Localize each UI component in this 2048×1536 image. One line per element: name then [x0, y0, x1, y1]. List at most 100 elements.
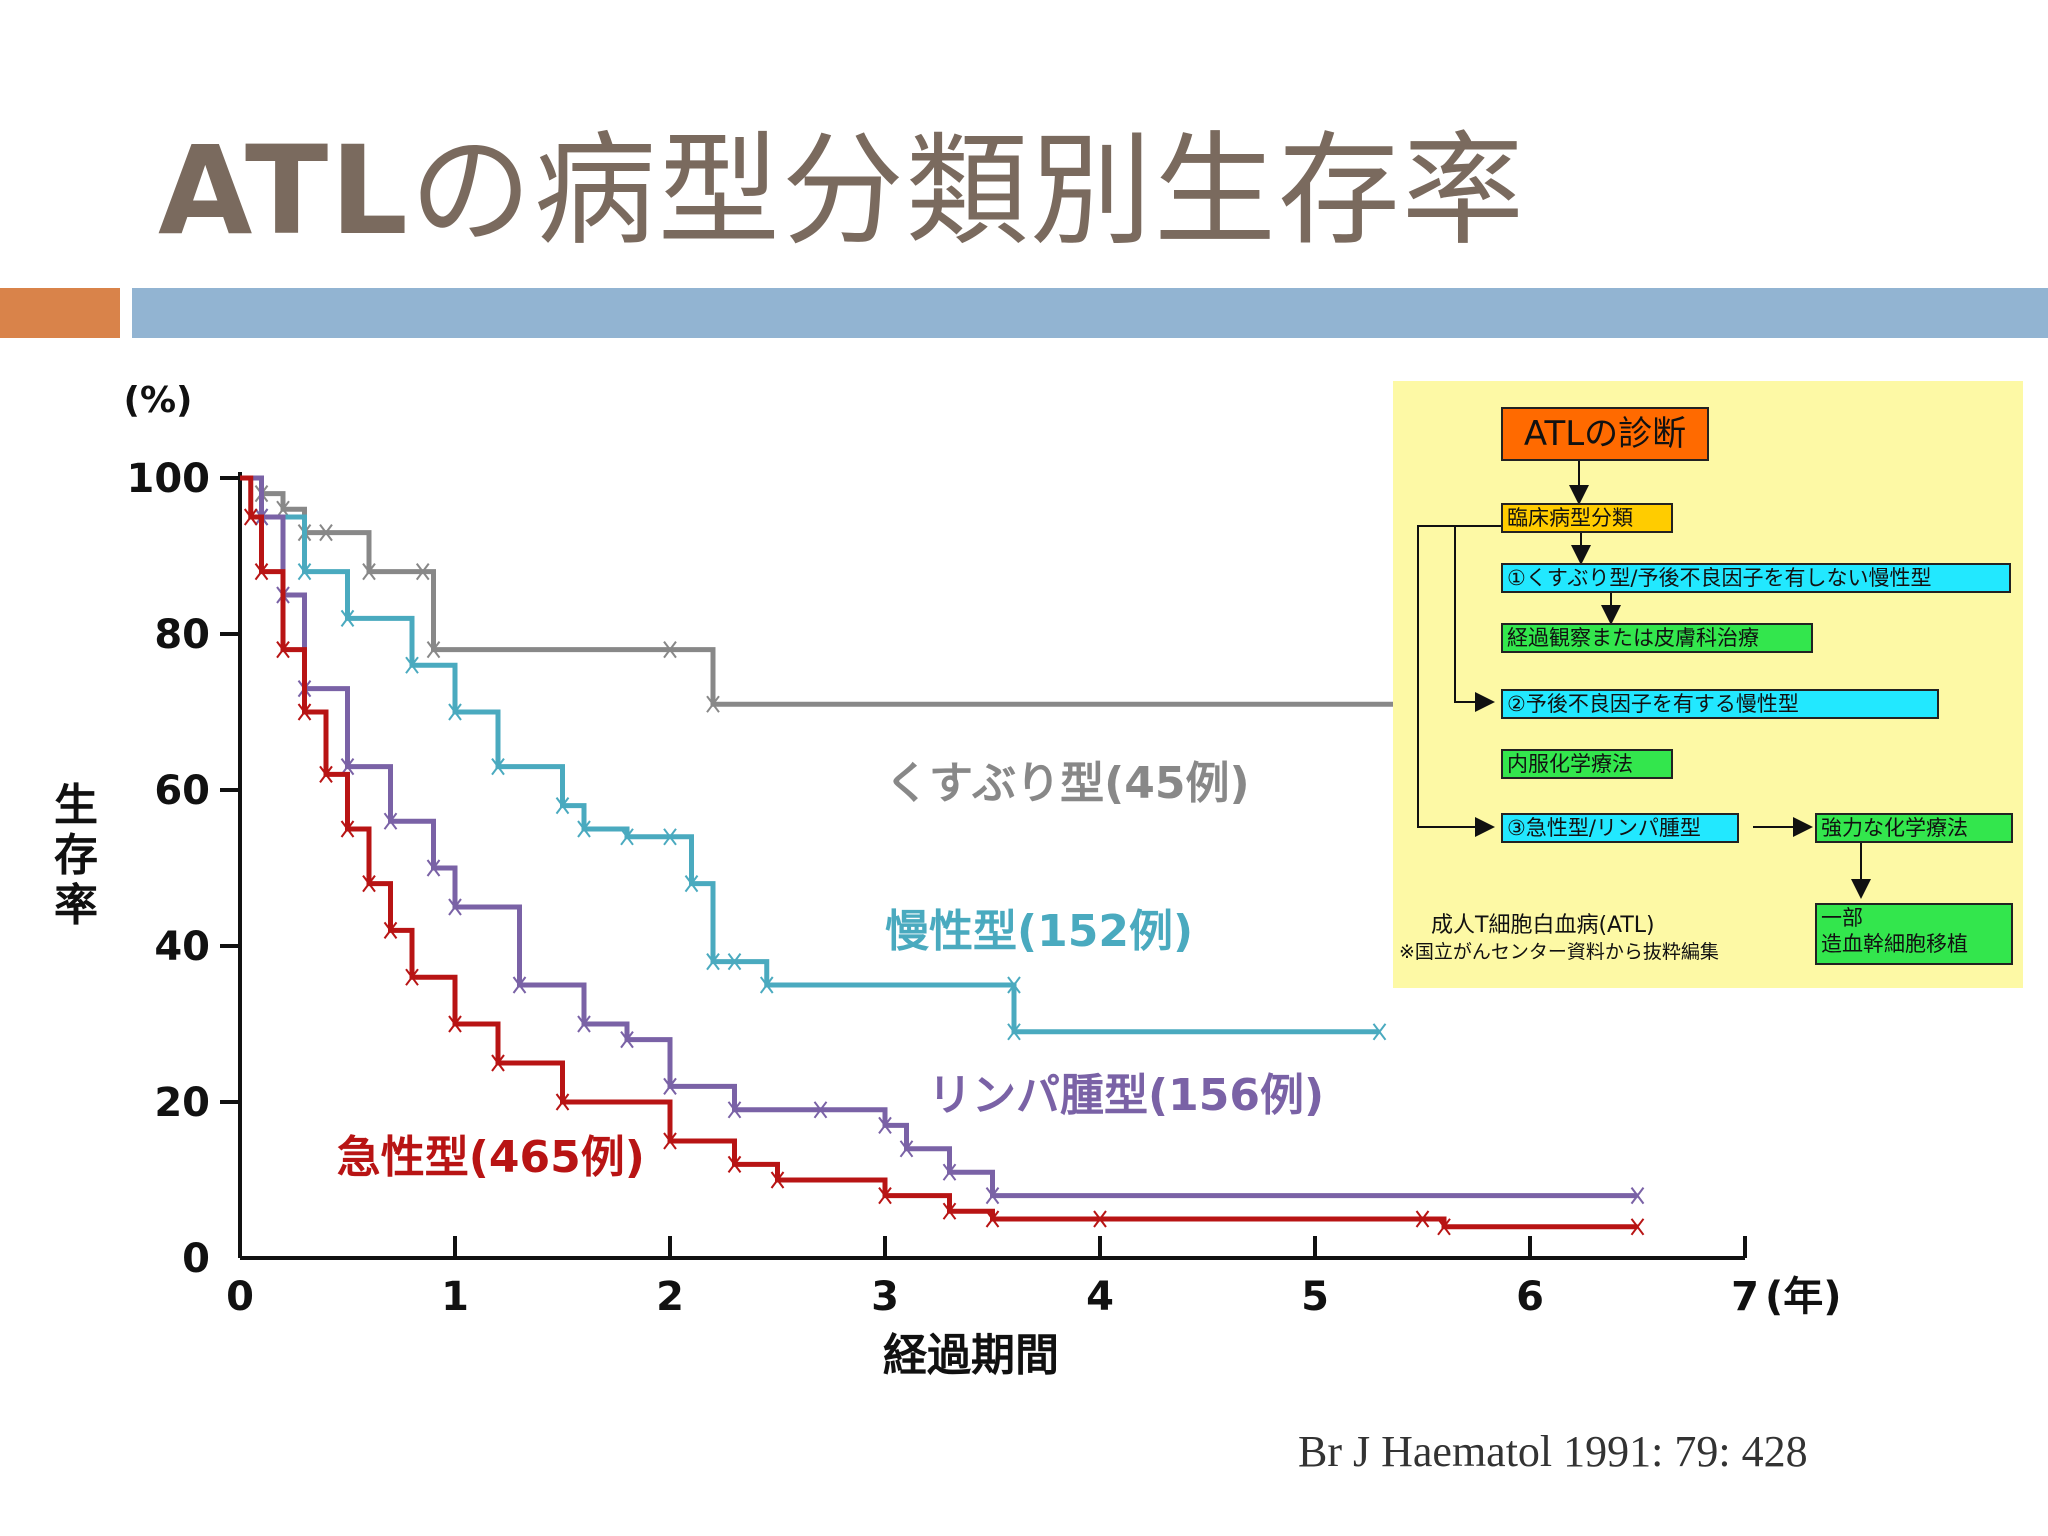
- accent-bar-orange: [0, 288, 120, 338]
- y-tick-label: 40: [154, 924, 210, 970]
- censor-mark: [1093, 1210, 1107, 1228]
- citation: Br J Haematol 1991: 79: 428: [1298, 1427, 1808, 1476]
- censor-mark: [706, 695, 720, 713]
- censor-mark: [727, 952, 742, 971]
- y-unit-label: (%): [124, 380, 193, 421]
- censor-mark: [319, 765, 333, 784]
- censor-mark: [319, 523, 333, 542]
- chart-axes: 0 1 2 3 4 5 6 7 0 20 40 60 80 100 (%) (年) 経過期間 生存率: [54, 380, 1842, 1381]
- page-title: ATLの病型分類別生存率: [158, 120, 1526, 262]
- censor-mark: [426, 640, 441, 659]
- censor-mark: [276, 640, 290, 659]
- series-label-0: くすぶり型(45例): [885, 758, 1250, 809]
- censor-mark: [663, 1077, 677, 1096]
- y-tick-label: 0: [182, 1236, 210, 1282]
- y-tick-label: 60: [154, 768, 210, 814]
- censor-mark: [362, 562, 376, 581]
- y-tick-label: 20: [154, 1080, 210, 1126]
- censor-mark: [448, 703, 462, 721]
- censor-mark: [985, 1210, 1000, 1228]
- x-tick-label: 0: [226, 1274, 254, 1320]
- censor-mark: [813, 1101, 828, 1119]
- flowchart-arrows: [1417, 461, 1871, 899]
- chart-labels: くすぶり型(45例) 慢性型(152例) リンパ腫型(156例) 急性型(465例): [337, 758, 1324, 1183]
- censor-mark: [383, 921, 398, 940]
- censor-mark: [727, 1155, 742, 1174]
- censor-mark: [405, 656, 419, 674]
- censor-mark: [878, 1116, 892, 1135]
- series-line-3: [240, 475, 1638, 1230]
- flow-action4-box: 一部 造血幹細胞移植: [1815, 903, 2013, 965]
- censor-mark: [770, 1171, 785, 1189]
- censor-mark: [1372, 1023, 1387, 1041]
- censor-mark: [985, 1186, 1000, 1205]
- censor-mark: [1007, 1023, 1021, 1041]
- censor-mark: [1630, 1186, 1645, 1205]
- flow-note2: ※国立がんセンター資料から抜粋編集: [1399, 941, 1719, 963]
- flow-item2-box: ②予後不良因子を有する慢性型: [1501, 689, 1939, 719]
- x-tick-label: 7: [1731, 1274, 1759, 1320]
- censor-mark: [297, 703, 312, 721]
- censor-mark: [555, 1093, 570, 1111]
- censor-mark: [362, 874, 376, 893]
- censor-mark: [1630, 1218, 1645, 1236]
- y-axis-title-char: 生: [54, 780, 98, 831]
- diagnosis-flowchart: ATLの診断 臨床病型分類 ①くすぶり型/予後不良因子を有しない慢性型 経過観察…: [1393, 381, 2023, 988]
- censor-mark: [759, 976, 774, 994]
- flow-action2-box: 内服化学療法: [1501, 749, 1673, 779]
- censor-mark: [340, 820, 355, 838]
- censor-mark: [448, 898, 462, 916]
- series-line-0: [240, 475, 1640, 759]
- censor-mark: [340, 609, 355, 628]
- series-line-1: [240, 475, 1380, 1035]
- censor-mark: [663, 640, 677, 659]
- chart-series: [240, 475, 1645, 1236]
- censor-mark: [663, 828, 677, 846]
- flow-action4-line1: 一部: [1821, 906, 1863, 930]
- censor-mark: [243, 508, 258, 526]
- censor-mark: [899, 1140, 914, 1158]
- censor-mark: [620, 1030, 634, 1049]
- x-tick-label: 4: [1086, 1274, 1114, 1320]
- series-label-1: 慢性型(152例): [885, 906, 1193, 957]
- censor-mark: [405, 968, 419, 986]
- censor-mark: [1437, 1218, 1451, 1236]
- censor-mark: [684, 874, 699, 893]
- censor-mark: [1415, 1210, 1430, 1228]
- censor-mark: [620, 828, 634, 846]
- censor-mark: [878, 1186, 892, 1205]
- x-tick-label: 6: [1516, 1274, 1544, 1320]
- censor-mark: [555, 796, 570, 815]
- censor-mark: [491, 757, 505, 776]
- censor-mark: [426, 859, 441, 877]
- flow-note1: 成人T細胞白血病(ATL): [1431, 913, 1655, 938]
- x-axis-title: 経過期間: [883, 1330, 1059, 1381]
- censor-mark: [942, 1202, 957, 1220]
- x-tick-label: 3: [871, 1274, 899, 1320]
- censor-mark: [577, 820, 591, 838]
- flow-action3-box: 強力な化学療法: [1815, 813, 2013, 843]
- censor-mark: [491, 1054, 505, 1072]
- censor-mark: [1007, 976, 1021, 994]
- censor-mark: [663, 1132, 677, 1150]
- x-unit-label: (年): [1765, 1274, 1842, 1320]
- flow-classification-box: 臨床病型分類: [1501, 503, 1673, 533]
- censor-mark: [415, 562, 430, 581]
- censor-mark: [942, 1163, 957, 1181]
- censor-mark: [727, 1101, 742, 1119]
- series-label-2: リンパ腫型(156例): [928, 1070, 1324, 1121]
- y-axis-title-char: 率: [54, 880, 98, 931]
- y-axis-title-char: 存: [54, 830, 98, 881]
- flow-title-box: ATLの診断: [1501, 407, 1709, 461]
- y-tick-label: 80: [154, 612, 210, 658]
- x-tick-label: 5: [1301, 1274, 1329, 1320]
- flow-action1-box: 経過観察または皮膚科治療: [1501, 623, 1813, 653]
- censor-mark: [383, 812, 398, 830]
- censor-mark: [706, 952, 720, 971]
- y-tick-label: 100: [127, 456, 211, 502]
- censor-mark: [448, 1015, 462, 1033]
- series-label-3: 急性型(465例): [337, 1132, 645, 1183]
- x-tick-label: 1: [441, 1274, 469, 1320]
- censor-mark: [577, 1015, 591, 1033]
